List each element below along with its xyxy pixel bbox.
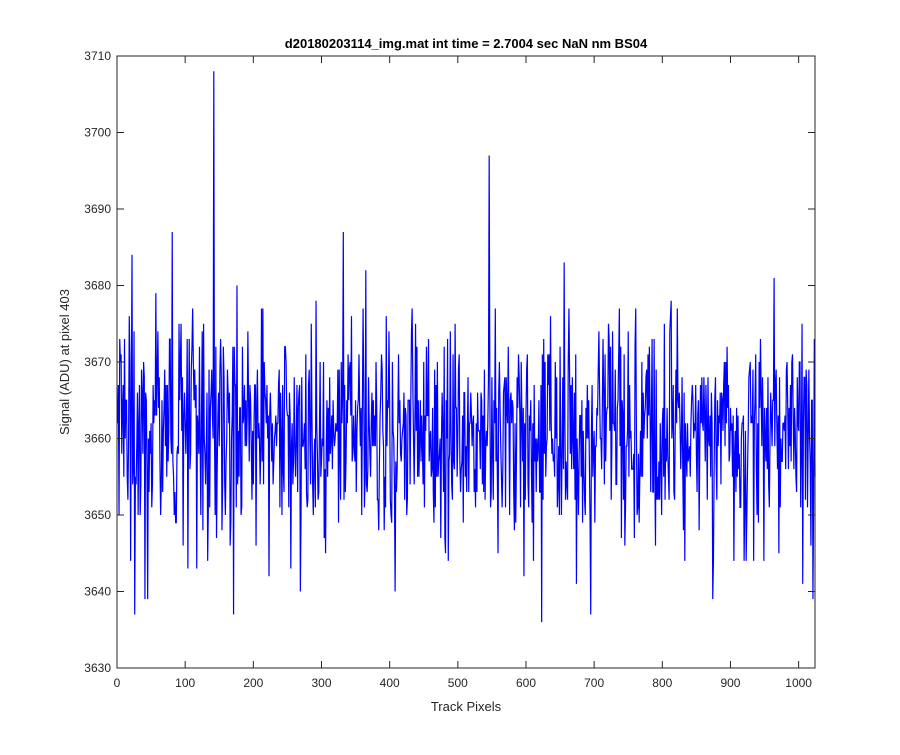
x-tick-label: 300 <box>311 676 331 690</box>
y-tick-label: 3640 <box>84 585 111 599</box>
x-tick-label: 900 <box>720 676 740 690</box>
x-tick-label: 400 <box>380 676 400 690</box>
y-tick-label: 3710 <box>84 49 111 63</box>
plot-area <box>117 56 815 668</box>
x-tick-label: 200 <box>243 676 263 690</box>
x-axis-label: Track Pixels <box>431 699 502 714</box>
x-tick-label: 100 <box>175 676 195 690</box>
y-tick-label: 3650 <box>84 508 111 522</box>
x-tick-label: 600 <box>516 676 536 690</box>
x-tick-label: 1000 <box>785 676 812 690</box>
x-tick-label: 0 <box>114 676 121 690</box>
y-tick-label: 3680 <box>84 279 111 293</box>
y-tick-label: 3630 <box>84 661 111 675</box>
y-tick-label: 3670 <box>84 355 111 369</box>
chart-title: d20180203114_img.mat int time = 2.7004 s… <box>285 36 648 51</box>
x-tick-label: 700 <box>584 676 604 690</box>
y-tick-label: 3660 <box>84 432 111 446</box>
y-axis-label: Signal (ADU) at pixel 403 <box>57 289 72 435</box>
x-tick-label: 500 <box>448 676 468 690</box>
y-tick-label: 3690 <box>84 202 111 216</box>
y-tick-label: 3700 <box>84 126 111 140</box>
x-tick-label: 800 <box>652 676 672 690</box>
